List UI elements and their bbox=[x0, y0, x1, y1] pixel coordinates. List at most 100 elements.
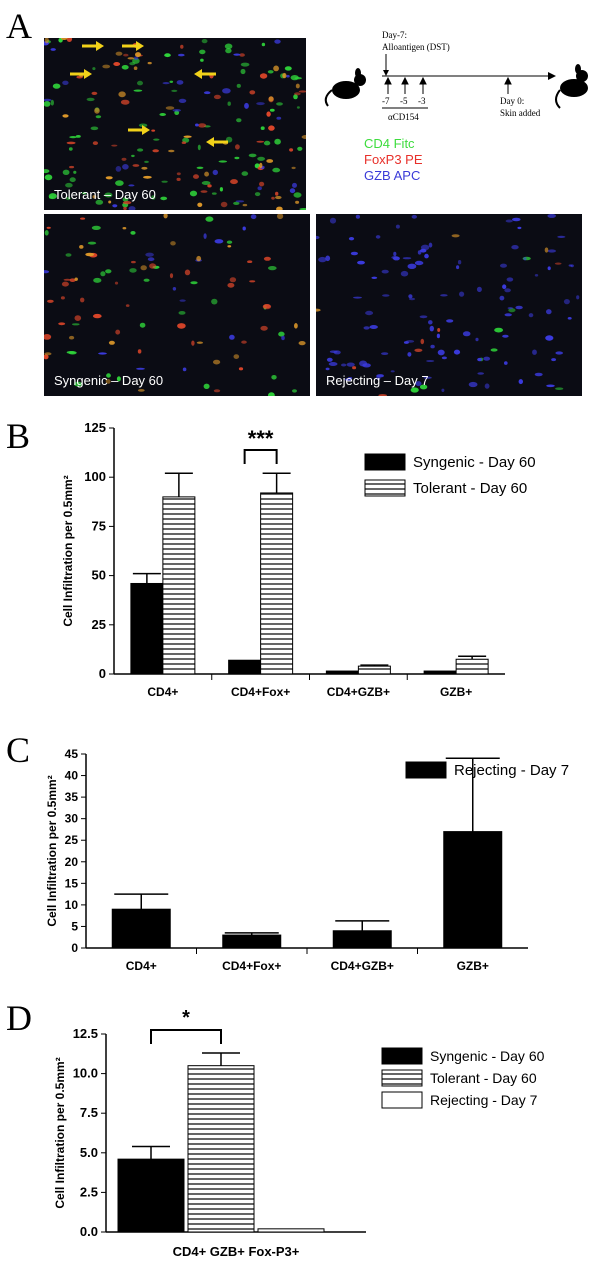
cell-dot bbox=[131, 260, 136, 264]
cell-dot bbox=[241, 340, 247, 344]
legend-label: Tolerant - Day 60 bbox=[413, 480, 527, 497]
bar bbox=[111, 908, 171, 949]
cell-dot bbox=[275, 191, 279, 196]
cell-dot bbox=[247, 260, 253, 263]
yellow-arrow-icon bbox=[122, 41, 144, 51]
cell-dot bbox=[149, 263, 157, 269]
cell-dot bbox=[329, 217, 337, 224]
cell-dot bbox=[197, 202, 203, 207]
cell-dot bbox=[263, 304, 271, 309]
cell-dot bbox=[301, 135, 306, 139]
cell-dot bbox=[160, 196, 168, 201]
legend-swatch bbox=[381, 1047, 423, 1065]
cell-dot bbox=[233, 201, 240, 205]
cell-dot bbox=[137, 148, 144, 152]
cell-dot bbox=[190, 281, 198, 285]
cell-dot bbox=[46, 226, 51, 229]
cell-dot bbox=[52, 83, 61, 89]
cell-dot bbox=[568, 264, 573, 267]
cell-dot bbox=[213, 94, 221, 100]
cell-dot bbox=[502, 284, 507, 289]
cell-dot bbox=[61, 281, 69, 287]
cell-dot bbox=[226, 240, 233, 244]
cell-dot bbox=[195, 123, 199, 127]
bar bbox=[117, 1158, 185, 1233]
cell-dot bbox=[276, 206, 283, 210]
cell-dot bbox=[284, 66, 292, 71]
cell-dot bbox=[113, 62, 121, 66]
cell-dot bbox=[229, 277, 237, 283]
x-tick-label: GZB+ bbox=[457, 959, 489, 973]
cell-dot bbox=[248, 153, 257, 158]
cell-dot bbox=[298, 341, 306, 346]
x-tick-label: CD4+GZB+ bbox=[331, 959, 394, 973]
cell-dot bbox=[268, 125, 275, 131]
cell-dot bbox=[490, 348, 498, 352]
cell-dot bbox=[286, 74, 290, 78]
cell-dot bbox=[355, 214, 360, 219]
cell-dot bbox=[44, 354, 49, 360]
cell-dot bbox=[137, 349, 142, 354]
y-tick-label: 5 bbox=[71, 919, 78, 933]
cell-dot bbox=[62, 80, 69, 85]
y-tick-label: 5.0 bbox=[80, 1145, 98, 1160]
cell-dot bbox=[176, 177, 181, 181]
cell-dot bbox=[459, 291, 465, 297]
cell-dot bbox=[168, 149, 175, 153]
cell-dot bbox=[92, 141, 98, 145]
cell-dot bbox=[554, 262, 562, 265]
cell-dot bbox=[299, 208, 306, 210]
cell-dot bbox=[293, 94, 298, 100]
cell-dot bbox=[123, 53, 129, 57]
cell-dot bbox=[133, 56, 139, 60]
cell-dot bbox=[44, 230, 49, 236]
stain-legend-foxp3: FoxP3 PE bbox=[364, 152, 423, 167]
cell-dot bbox=[227, 101, 231, 106]
cell-dot bbox=[275, 195, 282, 200]
cell-dot bbox=[436, 333, 440, 339]
cell-dot bbox=[456, 265, 460, 270]
cell-dot bbox=[95, 199, 104, 205]
cell-dot bbox=[292, 182, 297, 188]
stain-legend-cd4: CD4 Fitc bbox=[364, 136, 415, 151]
cell-dot bbox=[161, 180, 168, 183]
cell-dot bbox=[203, 233, 207, 239]
cell-dot bbox=[143, 175, 152, 179]
cell-dot bbox=[316, 308, 321, 312]
cell-dot bbox=[274, 39, 281, 44]
cell-dot bbox=[203, 91, 211, 95]
y-tick-label: 7.5 bbox=[80, 1105, 98, 1120]
timeline-alloantigen: Alloantigen (DST) bbox=[382, 42, 450, 52]
cell-dot bbox=[60, 296, 65, 300]
cell-dot bbox=[266, 111, 271, 117]
cell-dot bbox=[504, 313, 512, 317]
y-tick-label: 45 bbox=[65, 747, 79, 761]
cell-dot bbox=[405, 340, 415, 343]
bar bbox=[222, 934, 282, 949]
cell-dot bbox=[268, 392, 275, 396]
cell-dot bbox=[441, 388, 445, 392]
cell-dot bbox=[225, 48, 232, 54]
cell-dot bbox=[87, 241, 97, 245]
yellow-arrow-icon bbox=[82, 41, 104, 51]
micrograph-syngenic-label: Syngenic – Day 60 bbox=[54, 373, 164, 388]
cell-dot bbox=[95, 115, 102, 119]
cell-dot bbox=[75, 135, 81, 138]
significance-bracket bbox=[243, 449, 278, 464]
cell-dot bbox=[163, 214, 168, 219]
cell-dot bbox=[69, 136, 77, 139]
cell-dot bbox=[242, 203, 248, 207]
cell-dot bbox=[297, 146, 303, 151]
y-tick-label: 40 bbox=[65, 769, 79, 783]
cell-dot bbox=[100, 271, 106, 277]
cell-dot bbox=[235, 144, 240, 150]
cell-dot bbox=[178, 98, 187, 103]
cell-dot bbox=[112, 204, 118, 208]
cell-dot bbox=[266, 159, 274, 163]
cell-dot bbox=[414, 348, 423, 352]
cell-dot bbox=[457, 260, 462, 265]
cell-dot bbox=[115, 180, 124, 186]
cell-dot bbox=[105, 379, 111, 384]
cell-dot bbox=[505, 219, 513, 223]
legend-swatch bbox=[364, 479, 406, 497]
